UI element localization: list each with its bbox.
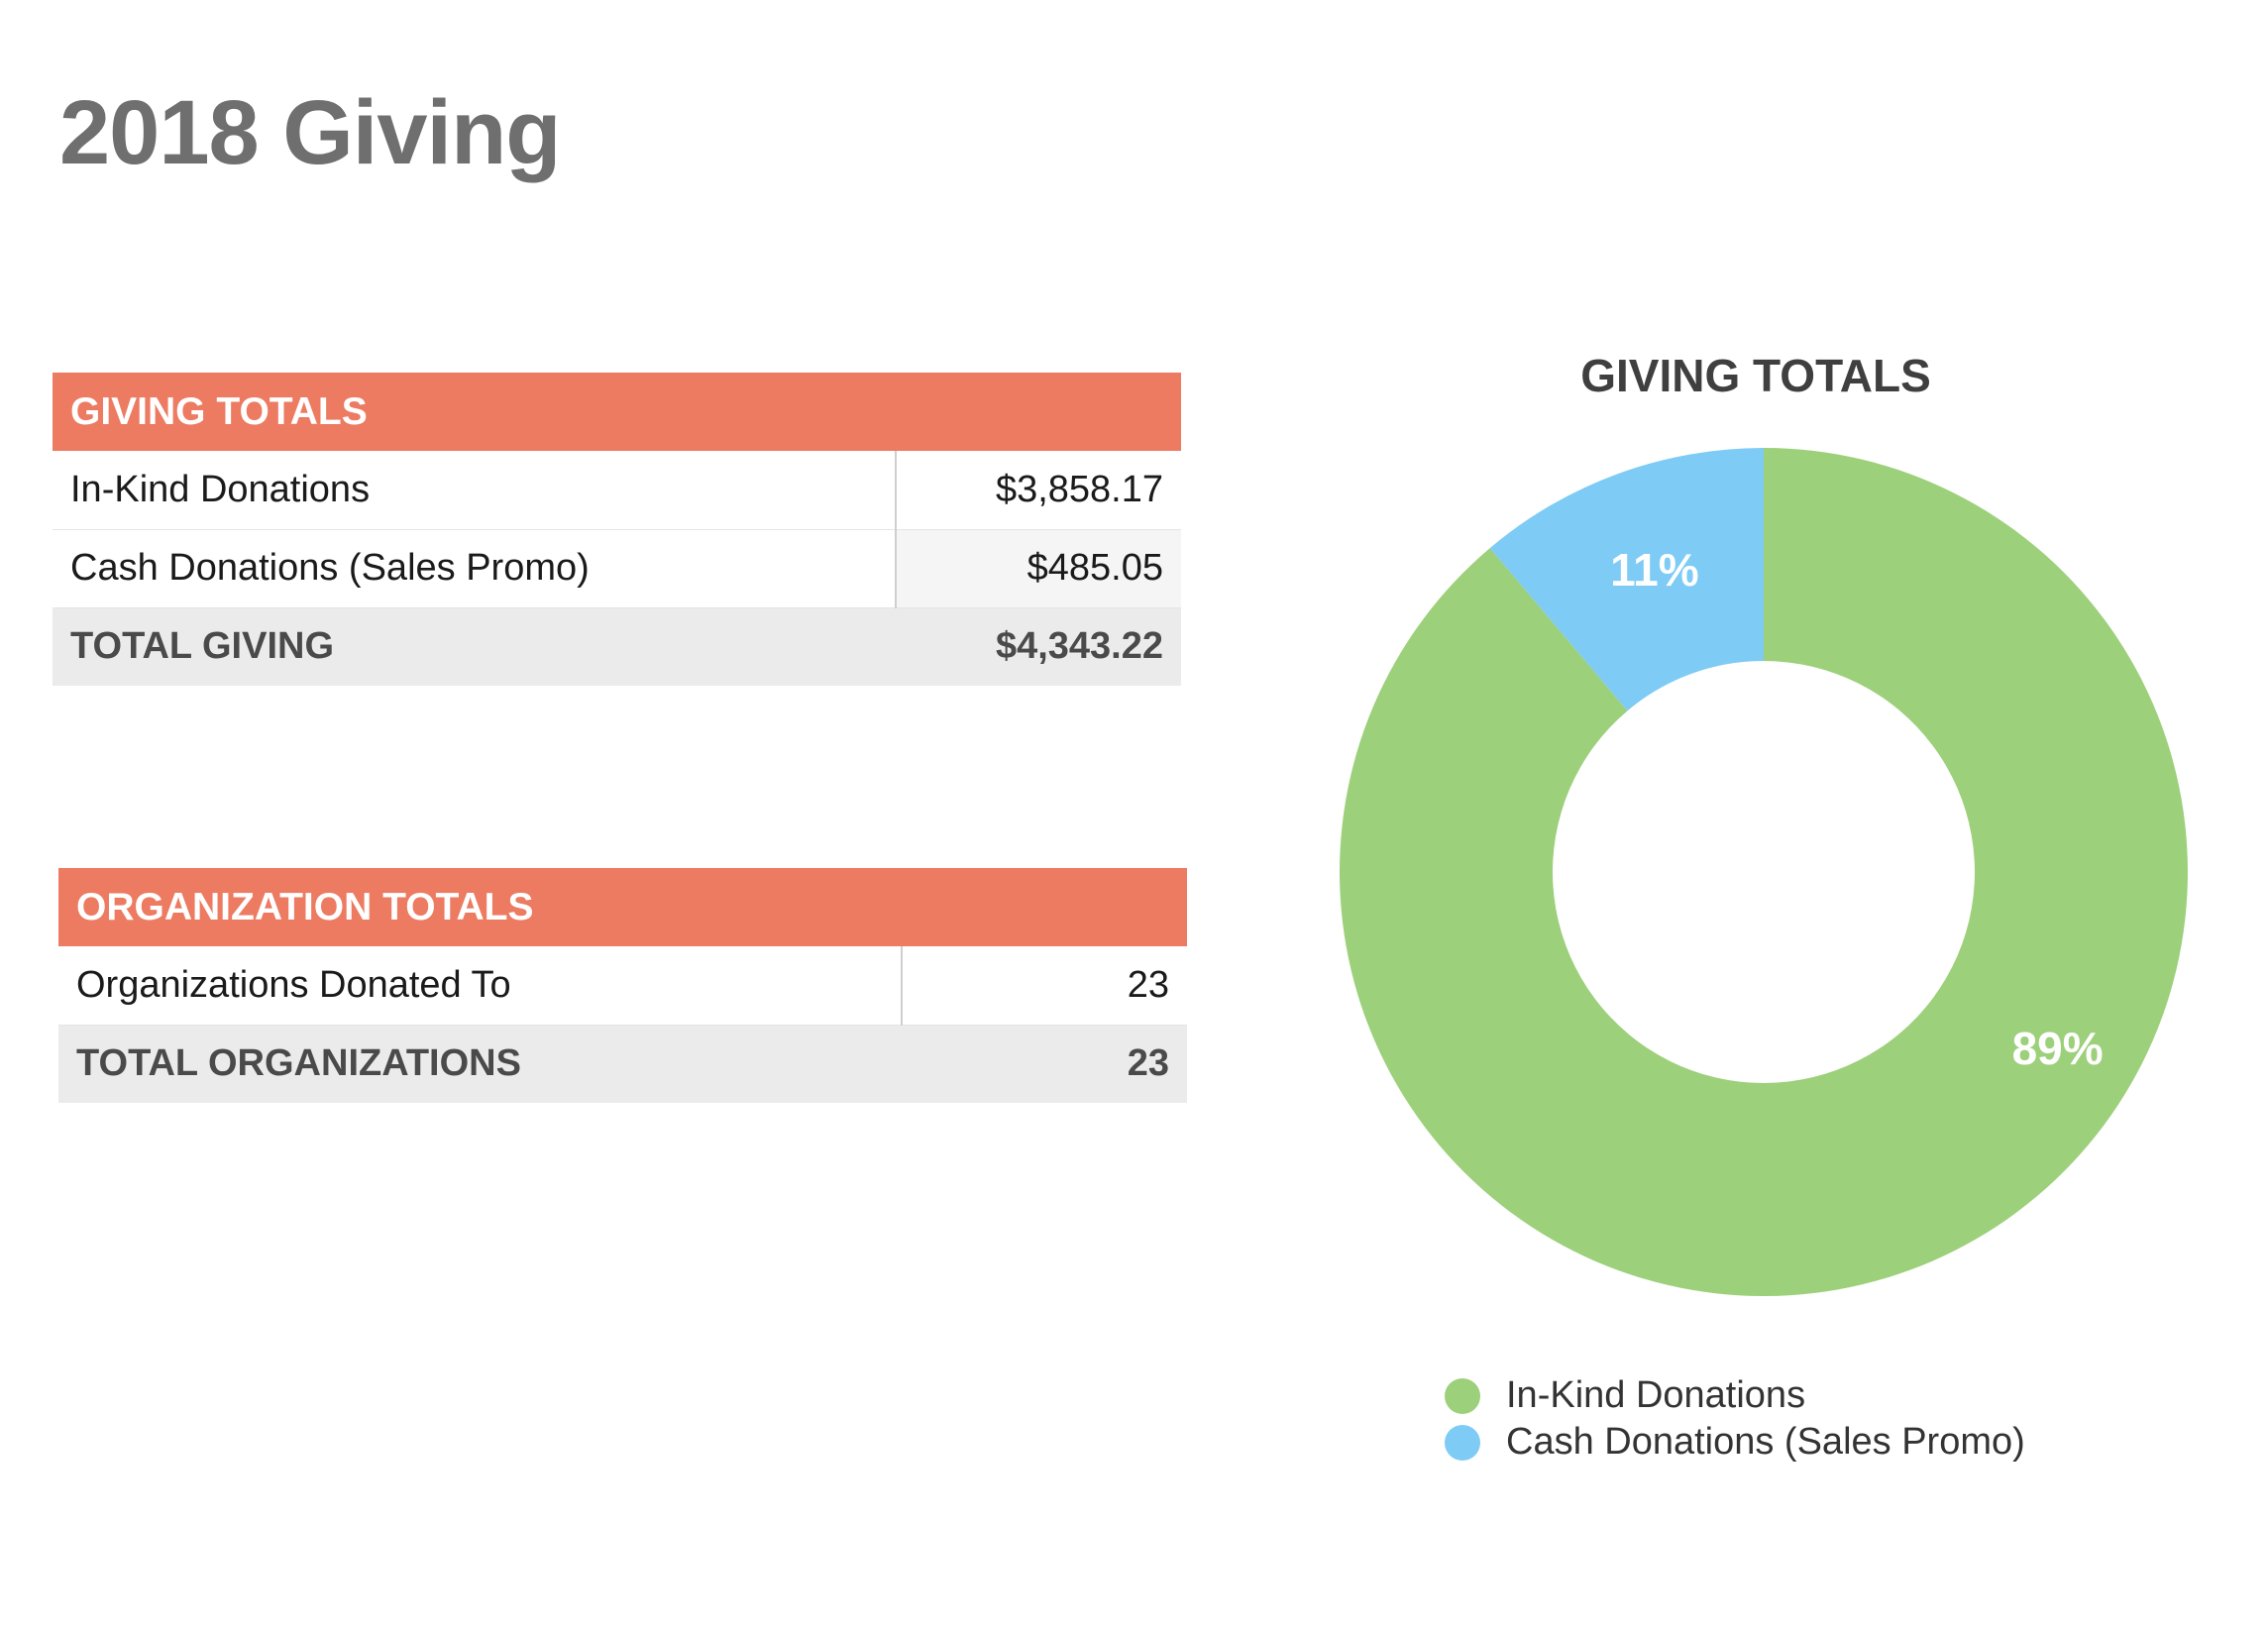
slice-cash bbox=[1489, 448, 1764, 711]
total-label: TOTAL ORGANIZATIONS bbox=[58, 1025, 902, 1103]
table-row: Cash Donations (Sales Promo) $485.05 bbox=[53, 529, 1181, 608]
slice-label-cash: 11% bbox=[1610, 544, 1699, 596]
giving-totals-header: GIVING TOTALS bbox=[53, 373, 1181, 451]
legend-item: In-Kind Donations bbox=[1445, 1372, 2025, 1419]
chart-legend: In-Kind Donations Cash Donations (Sales … bbox=[1445, 1372, 2025, 1466]
row-label: In-Kind Donations bbox=[53, 451, 896, 530]
row-value: 23 bbox=[901, 946, 1187, 1026]
page-title: 2018 Giving bbox=[59, 82, 561, 183]
legend-item: Cash Donations (Sales Promo) bbox=[1445, 1419, 2025, 1466]
legend-label: In-Kind Donations bbox=[1506, 1374, 1806, 1416]
organization-totals-table: ORGANIZATION TOTALS Organizations Donate… bbox=[58, 868, 1187, 1103]
row-value: $3,858.17 bbox=[895, 451, 1181, 530]
legend-swatch-in-kind bbox=[1445, 1377, 1480, 1414]
total-row: TOTAL ORGANIZATIONS 23 bbox=[58, 1025, 1187, 1103]
legend-swatch-cash bbox=[1445, 1424, 1480, 1461]
total-row: TOTAL GIVING $4,343.22 bbox=[53, 607, 1181, 686]
legend-label: Cash Donations (Sales Promo) bbox=[1506, 1421, 2025, 1463]
row-label: Organizations Donated To bbox=[58, 946, 902, 1026]
row-label: Cash Donations (Sales Promo) bbox=[53, 529, 896, 608]
table-row: In-Kind Donations $3,858.17 bbox=[53, 451, 1181, 530]
total-value: $4,343.22 bbox=[896, 607, 1181, 686]
donut-chart: 89% 11% bbox=[1339, 448, 2188, 1296]
organization-totals-header: ORGANIZATION TOTALS bbox=[58, 868, 1187, 946]
giving-totals-table: GIVING TOTALS In-Kind Donations $3,858.1… bbox=[53, 373, 1181, 686]
slice-in-kind bbox=[1339, 448, 2188, 1296]
chart-title: GIVING TOTALS bbox=[1580, 350, 1931, 401]
row-value: $485.05 bbox=[895, 529, 1181, 608]
total-label: TOTAL GIVING bbox=[53, 607, 896, 686]
slice-label-in-kind: 89% bbox=[2012, 1023, 2104, 1074]
table-row: Organizations Donated To 23 bbox=[58, 946, 1187, 1026]
total-value: 23 bbox=[902, 1025, 1187, 1103]
